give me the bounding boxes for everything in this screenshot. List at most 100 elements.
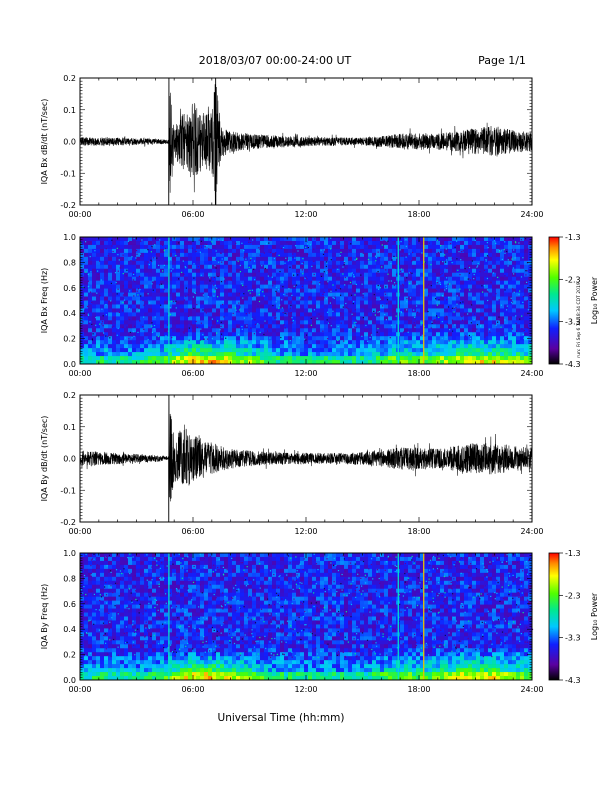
- spectrogram-cell: [376, 292, 381, 297]
- spectrogram-cell: [108, 312, 113, 317]
- spectrogram-cell: [152, 244, 157, 250]
- spectrogram-cell: [480, 260, 485, 266]
- spectrogram-cell: [496, 248, 501, 254]
- spectrogram-speckle: [456, 303, 458, 305]
- spectrogram-cell: [436, 276, 441, 281]
- spectrogram-cell: [172, 252, 177, 258]
- spectrogram-speckle: [449, 283, 451, 285]
- spectrogram-cell: [156, 237, 161, 242]
- spectrogram-cell: [272, 356, 277, 361]
- spectrogram-speckle: [83, 299, 85, 301]
- spectrogram-cell: [192, 312, 197, 317]
- spectrogram-cell: [156, 248, 161, 254]
- spectrogram-cell: [352, 328, 357, 333]
- spectrogram-cell: [476, 304, 481, 309]
- spectrogram-cell: [332, 356, 337, 361]
- spectrogram-speckle: [409, 241, 411, 243]
- spectrogram-cell: [172, 300, 177, 305]
- spectrogram-cell: [516, 300, 521, 305]
- spectrogram-cell: [256, 240, 261, 246]
- spectrogram-cell: [220, 356, 225, 361]
- spectrogram-cell: [240, 352, 245, 357]
- spectrogram-cell: [280, 312, 285, 317]
- spectrogram-speckle: [102, 325, 104, 327]
- spectrogram-cell: [412, 300, 417, 305]
- spectrogram-cell: [220, 308, 225, 313]
- spectrogram-cell: [276, 332, 281, 337]
- spectrogram-cell: [428, 312, 433, 317]
- spectrogram-cell: [200, 244, 205, 250]
- spectrogram-cell: [192, 256, 197, 262]
- spectrogram-speckle: [112, 250, 114, 253]
- spectrogram-speckle: [239, 309, 241, 311]
- spectrogram-cell: [276, 268, 281, 274]
- spectrogram-cell: [316, 260, 321, 266]
- spectrogram-cell: [112, 312, 117, 317]
- spectrogram-cell: [292, 252, 297, 258]
- spectrogram-cell: [344, 356, 349, 361]
- spectrogram-cell: [384, 272, 389, 277]
- spectrogram-cell: [120, 332, 125, 337]
- spectrogram-cell: [260, 240, 265, 246]
- spectrogram-cell: [112, 260, 117, 266]
- spectrogram-cell: [152, 336, 157, 341]
- spectrogram-cell: [140, 284, 145, 289]
- spectrogram-cell: [460, 340, 465, 345]
- spectrogram-speckle: [222, 303, 224, 306]
- spectrogram-cell: [212, 348, 217, 353]
- spectrogram-cell: [312, 268, 317, 274]
- spectrogram-cell: [412, 272, 417, 277]
- spectrogram-speckle: [254, 279, 256, 281]
- spectrogram-cell: [304, 280, 309, 285]
- spectrogram-cell: [388, 256, 393, 262]
- spectrogram-cell: [308, 324, 313, 329]
- spectrogram-cell: [264, 308, 269, 313]
- spectrogram-speckle: [436, 280, 438, 282]
- spectrogram-cell: [300, 240, 305, 246]
- spectrogram-cell: [480, 348, 485, 353]
- spectrogram-cell: [312, 320, 317, 325]
- spectrogram-cell: [508, 356, 513, 361]
- spectrogram-cell: [368, 260, 373, 266]
- spectrogram-cell: [216, 304, 221, 309]
- spectrogram-cell: [280, 248, 285, 254]
- spectrogram-cell: [140, 360, 145, 365]
- spectrogram-cell: [460, 296, 465, 301]
- spectrogram-cell: [116, 312, 121, 317]
- spectrogram-cell: [260, 324, 265, 329]
- spectrogram-cell: [156, 292, 161, 297]
- spectrogram-cell: [476, 356, 481, 361]
- spectrogram-cell: [448, 360, 453, 365]
- spectrogram-cell: [500, 324, 505, 329]
- spectrogram-cell: [412, 336, 417, 341]
- spectrogram-speckle: [330, 237, 332, 239]
- spectrogram-speckle: [460, 259, 462, 261]
- by-trace: [80, 395, 532, 522]
- spectrogram-cell: [192, 280, 197, 285]
- spectrogram-cell: [120, 316, 125, 321]
- spectrogram-cell: [528, 240, 533, 246]
- spectrogram-speckle: [302, 262, 304, 264]
- spectrogram-cell: [420, 244, 425, 250]
- spectrogram-cell: [476, 284, 481, 289]
- spectrogram-cell: [524, 340, 529, 345]
- spectrogram-speckle: [451, 262, 453, 264]
- spectrogram-cell: [244, 244, 249, 250]
- spectrogram-cell: [296, 288, 301, 293]
- spectrogram-cell: [440, 316, 445, 321]
- spectrogram-cell: [204, 336, 209, 341]
- spectrogram-cell: [484, 300, 489, 305]
- spectrogram-cell: [360, 308, 365, 313]
- spectrogram-speckle: [393, 255, 395, 257]
- spectrogram-cell: [228, 344, 233, 349]
- spectrogram-cell: [520, 312, 525, 317]
- spectrogram-cell: [468, 328, 473, 333]
- spectrogram-cell: [420, 344, 425, 349]
- spectrogram-cell: [308, 292, 313, 297]
- spectrogram-cell: [424, 244, 429, 250]
- spectrogram-cell: [428, 268, 433, 274]
- spectrogram-cell: [404, 264, 409, 270]
- spectrogram-cell: [424, 264, 429, 270]
- spectrogram-cell: [344, 252, 349, 258]
- spectrogram-cell: [440, 320, 445, 325]
